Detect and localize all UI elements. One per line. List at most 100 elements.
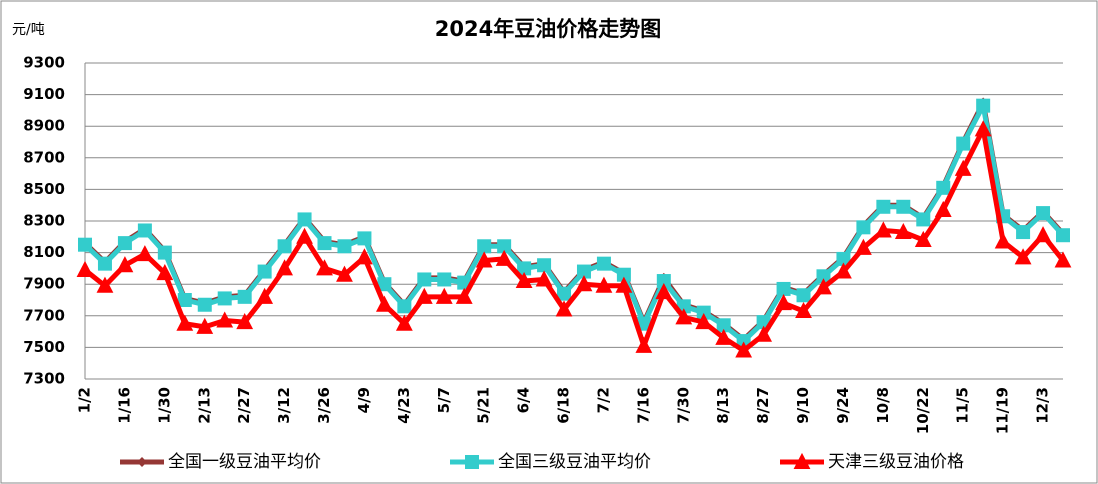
data-point (136, 245, 154, 262)
x-tick-label: 5/7 (435, 387, 453, 413)
x-tick-label: 1/16 (115, 387, 133, 424)
data-point (775, 294, 792, 311)
y-tick-label: 9300 (23, 54, 65, 72)
data-point (815, 278, 832, 295)
data-point (934, 200, 952, 217)
data-point (736, 334, 751, 349)
data-point (716, 318, 731, 333)
x-tick-label: 6/4 (515, 387, 533, 413)
data-point (855, 238, 872, 255)
data-point (1054, 251, 1072, 268)
x-tick-label: 4/23 (395, 387, 413, 424)
data-point (176, 314, 194, 331)
data-point (695, 313, 713, 330)
data-point (277, 239, 292, 254)
legend-marker (465, 455, 479, 469)
data-point (656, 274, 671, 289)
data-point (477, 239, 492, 254)
data-point (217, 291, 232, 306)
data-point (994, 232, 1012, 249)
data-point (555, 300, 573, 317)
data-point (836, 251, 851, 266)
data-point (415, 287, 433, 304)
data-point (896, 199, 911, 214)
legend-marker (793, 452, 811, 469)
data-point (974, 120, 992, 137)
data-point (117, 236, 132, 251)
x-tick-label: 8/27 (754, 387, 772, 424)
x-tick-label: 5/21 (475, 387, 493, 424)
data-point (517, 261, 532, 276)
data-point (76, 260, 94, 277)
y-tick-label: 7900 (23, 275, 65, 293)
data-point (1056, 228, 1070, 243)
data-point (196, 317, 214, 334)
x-tick-label: 12/3 (1034, 387, 1052, 424)
data-point (357, 231, 372, 246)
data-point (535, 270, 553, 287)
data-point (956, 136, 971, 151)
data-point (96, 276, 114, 293)
y-tick-label: 8700 (23, 148, 65, 166)
x-tick-label: 7/30 (674, 387, 692, 424)
y-tick-label: 9100 (23, 85, 65, 103)
x-tick-label: 11/19 (994, 387, 1012, 434)
x-tick-label: 1/30 (155, 387, 173, 424)
data-point (256, 287, 274, 304)
legend-label: 全国三级豆油平均价 (498, 452, 651, 472)
data-point (157, 245, 172, 260)
data-point (595, 276, 613, 293)
data-point (435, 287, 453, 304)
y-tick-label: 7700 (23, 306, 65, 324)
data-point (876, 199, 891, 214)
data-point (197, 297, 212, 312)
data-point (795, 301, 812, 319)
legend-marker (137, 457, 147, 467)
x-tick-label: 9/24 (834, 387, 852, 424)
data-point (976, 98, 991, 113)
x-tick-label: 2/27 (235, 387, 253, 424)
y-tick-label: 8100 (23, 243, 65, 261)
data-point (894, 222, 912, 240)
data-point (916, 212, 931, 227)
data-point (237, 289, 252, 304)
data-point (557, 286, 572, 301)
data-point (336, 265, 353, 282)
data-point (495, 249, 513, 266)
data-point (835, 262, 852, 279)
data-point (735, 341, 753, 358)
data-point (615, 276, 633, 293)
x-tick-label: 7/16 (634, 387, 652, 424)
chart-title: 2024年豆油价格走势图 (435, 17, 661, 41)
data-point (655, 283, 673, 300)
data-point (316, 259, 333, 276)
data-point (437, 272, 452, 287)
data-point (537, 258, 552, 273)
x-tick-label: 2/13 (195, 387, 213, 424)
x-tick-label: 1/2 (76, 387, 94, 413)
data-point (455, 287, 473, 304)
x-tick-label: 10/8 (874, 387, 892, 424)
data-point (156, 264, 174, 281)
legend-label: 全国一级豆油平均价 (168, 452, 321, 472)
data-point (337, 239, 352, 254)
data-point (216, 311, 234, 328)
data-point (78, 237, 92, 252)
data-point (954, 159, 972, 176)
x-tick-label: 3/26 (315, 387, 333, 424)
x-tick-label: 9/10 (794, 387, 812, 424)
data-point (377, 277, 392, 292)
data-point (395, 314, 413, 331)
x-tick-label: 3/12 (275, 387, 293, 424)
data-point (874, 221, 892, 238)
data-point (317, 236, 332, 251)
legend-label: 天津三级豆油价格 (828, 452, 964, 472)
data-point (116, 256, 134, 273)
data-point (515, 271, 533, 289)
x-tick-label: 4/9 (355, 387, 373, 413)
data-point (914, 230, 932, 247)
data-point (276, 259, 293, 276)
data-point (856, 220, 871, 235)
y-tick-label: 7500 (23, 338, 65, 356)
